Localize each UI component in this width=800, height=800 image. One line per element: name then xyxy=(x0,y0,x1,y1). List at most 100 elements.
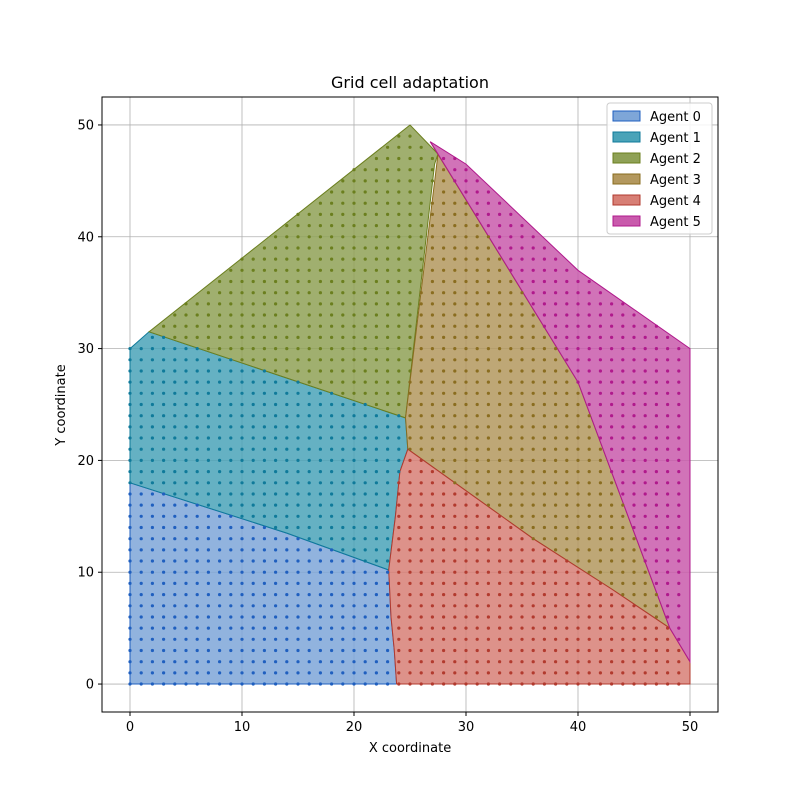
grid-point xyxy=(666,447,670,451)
grid-point xyxy=(408,414,412,418)
grid-point xyxy=(430,212,434,216)
grid-point xyxy=(173,335,177,339)
grid-point xyxy=(464,470,468,474)
grid-point xyxy=(643,604,647,608)
grid-point xyxy=(173,425,177,429)
grid-point xyxy=(352,425,356,429)
grid-point xyxy=(206,604,210,608)
grid-point xyxy=(408,637,412,641)
grid-point xyxy=(677,660,681,664)
grid-point xyxy=(274,581,278,586)
grid-point xyxy=(251,347,255,351)
grid-point xyxy=(475,581,479,586)
grid-point xyxy=(128,648,132,653)
grid-point xyxy=(229,414,233,418)
grid-point xyxy=(397,458,401,462)
grid-point xyxy=(430,626,434,630)
grid-point xyxy=(677,458,681,462)
grid-point xyxy=(386,235,390,239)
grid-point xyxy=(397,537,401,541)
grid-point xyxy=(677,537,681,541)
grid-point xyxy=(206,425,210,429)
grid-point xyxy=(442,257,446,261)
grid-point xyxy=(218,291,222,295)
grid-point xyxy=(274,570,278,574)
grid-point xyxy=(442,302,446,306)
grid-point xyxy=(285,358,289,362)
grid-point xyxy=(218,324,222,328)
grid-point xyxy=(643,391,647,395)
grid-point xyxy=(621,593,625,597)
grid-point xyxy=(195,324,199,328)
grid-point xyxy=(520,514,524,518)
grid-point xyxy=(218,302,222,306)
grid-point xyxy=(363,414,367,418)
grid-point xyxy=(173,604,177,608)
grid-point xyxy=(598,660,603,664)
grid-point xyxy=(654,369,659,373)
grid-point xyxy=(184,525,188,530)
grid-point xyxy=(654,660,659,664)
legend-label-2: Agent 2 xyxy=(650,152,701,167)
grid-point xyxy=(442,246,446,250)
grid-point xyxy=(442,168,446,172)
grid-point xyxy=(610,604,614,608)
grid-point xyxy=(576,525,580,530)
grid-point xyxy=(453,224,457,228)
grid-point xyxy=(341,358,345,362)
grid-point xyxy=(206,291,210,295)
grid-point xyxy=(554,660,558,664)
grid-point xyxy=(240,671,244,675)
grid-point xyxy=(218,548,222,552)
grid-point xyxy=(128,436,132,440)
grid-point xyxy=(341,593,345,597)
grid-point xyxy=(374,660,378,664)
grid-point xyxy=(352,391,356,395)
grid-point xyxy=(475,190,479,194)
grid-point xyxy=(587,291,591,295)
grid-point xyxy=(374,212,378,216)
grid-point xyxy=(464,313,468,317)
grid-point xyxy=(128,570,132,574)
grid-point xyxy=(341,302,345,306)
grid-point xyxy=(386,324,390,328)
grid-point xyxy=(162,492,166,496)
grid-point xyxy=(531,302,535,306)
grid-point xyxy=(498,626,502,630)
grid-point xyxy=(397,604,401,608)
grid-point xyxy=(621,525,625,530)
grid-point xyxy=(587,380,591,384)
grid-point xyxy=(330,682,334,686)
grid-point xyxy=(195,570,199,574)
grid-point xyxy=(542,593,547,597)
grid-point xyxy=(285,447,289,451)
grid-point xyxy=(128,615,132,619)
grid-point xyxy=(475,492,479,496)
grid-point xyxy=(565,358,569,362)
grid-point xyxy=(419,447,423,451)
grid-point xyxy=(419,682,423,686)
grid-point xyxy=(453,604,457,608)
grid-point xyxy=(318,414,322,418)
grid-point xyxy=(341,514,345,518)
grid-point xyxy=(397,559,401,563)
grid-point xyxy=(330,358,334,362)
grid-point xyxy=(206,335,210,339)
grid-point xyxy=(554,570,558,574)
grid-point xyxy=(262,492,266,496)
grid-point xyxy=(419,514,423,518)
grid-point xyxy=(397,570,401,574)
grid-point xyxy=(408,335,412,339)
grid-point xyxy=(195,313,199,317)
grid-point xyxy=(486,257,490,261)
grid-point xyxy=(128,414,132,418)
grid-point xyxy=(498,302,502,306)
grid-point xyxy=(296,313,300,317)
grid-point xyxy=(218,458,222,462)
grid-point xyxy=(654,570,659,574)
grid-point xyxy=(576,604,580,608)
grid-point xyxy=(307,637,311,641)
grid-point xyxy=(654,470,659,474)
grid-point xyxy=(206,637,210,641)
